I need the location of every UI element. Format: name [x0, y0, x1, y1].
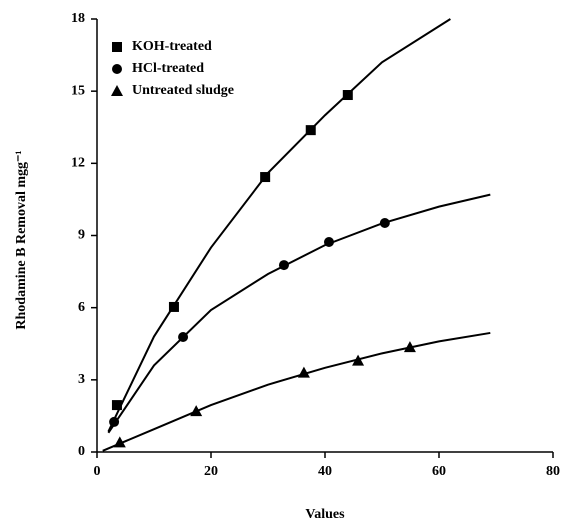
fit-curve: [107, 18, 451, 432]
legend-label: KOH-treated: [132, 39, 212, 54]
legend-label: HCl-treated: [132, 61, 204, 76]
marker: [297, 366, 310, 378]
x-tick-label: 40: [318, 464, 332, 479]
marker: [278, 260, 289, 271]
y-tick-label: 12: [71, 156, 85, 171]
marker: [260, 172, 271, 183]
x-axis-label: Values: [305, 507, 345, 522]
marker: [352, 354, 365, 366]
y-tick-label: 3: [78, 372, 85, 387]
marker: [305, 125, 316, 136]
marker: [379, 217, 390, 228]
marker: [109, 416, 120, 427]
y-tick-label: 15: [71, 83, 85, 98]
x-tick-label: 20: [204, 464, 218, 479]
marker: [168, 301, 179, 312]
legend-label: Untreated sludge: [132, 83, 234, 98]
marker: [190, 405, 203, 417]
marker: [403, 341, 416, 353]
y-axis-label: Rhodamine B Removal mgg⁻¹: [14, 150, 29, 329]
y-tick-label: 0: [78, 444, 85, 459]
x-tick-label: 60: [432, 464, 446, 479]
fit-curve: [102, 331, 491, 452]
legend-marker: [112, 42, 122, 52]
marker: [323, 236, 334, 247]
marker: [113, 436, 126, 448]
x-tick-label: 0: [94, 464, 101, 479]
marker: [111, 400, 122, 411]
x-tick-label: 80: [546, 464, 560, 479]
y-tick-label: 18: [71, 11, 85, 26]
y-tick-label: 9: [78, 228, 85, 243]
fit-curve: [107, 193, 491, 434]
marker: [178, 332, 189, 343]
y-tick-label: 6: [78, 300, 85, 315]
legend-marker: [111, 85, 123, 96]
marker: [342, 90, 353, 101]
legend-marker: [112, 64, 122, 74]
